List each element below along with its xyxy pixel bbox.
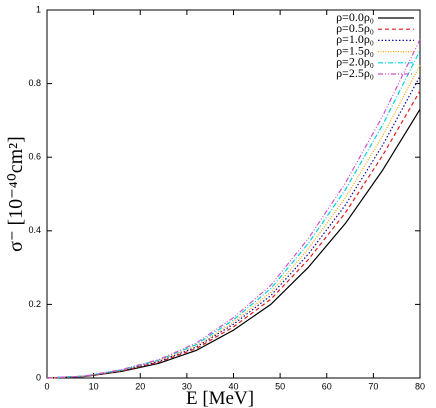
y-tick-label: 0.6 bbox=[28, 152, 41, 162]
x-tick-label: 20 bbox=[135, 381, 145, 391]
legend-label: ρ=2.5ρ₀ bbox=[336, 66, 374, 80]
x-tick-label: 50 bbox=[275, 381, 285, 391]
series-line bbox=[46, 39, 421, 379]
legend-label: ρ=2.0ρ₀ bbox=[336, 55, 374, 69]
x-tick-label: 10 bbox=[89, 381, 99, 391]
legend-label: ρ=1.0ρ₀ bbox=[336, 32, 374, 46]
x-axis-label: E [MeV] bbox=[186, 388, 254, 408]
x-tick-label: 30 bbox=[182, 381, 192, 391]
series-line bbox=[46, 109, 421, 379]
legend-label: ρ=0.5ρ₀ bbox=[336, 21, 374, 35]
series-line bbox=[46, 64, 421, 379]
y-tick-label: 0.8 bbox=[28, 78, 41, 88]
y-tick-label: 0 bbox=[36, 372, 41, 382]
legend-label: ρ=0.0ρ₀ bbox=[336, 10, 374, 24]
x-tick-label: 70 bbox=[368, 381, 378, 391]
legend-label: ρ=1.5ρ₀ bbox=[336, 43, 374, 57]
y-tick-label: 0.2 bbox=[28, 299, 41, 309]
series-line bbox=[46, 90, 421, 379]
series-line bbox=[46, 50, 421, 379]
x-tick-label: 0 bbox=[44, 381, 49, 391]
y-axis-label: σ⁻ [10⁻⁴⁰cm²] bbox=[5, 136, 27, 252]
y-tick-label: 1 bbox=[36, 4, 41, 14]
x-tick-label: 80 bbox=[415, 381, 425, 391]
x-tick-label: 40 bbox=[228, 381, 238, 391]
y-tick-label: 0.4 bbox=[28, 225, 41, 235]
x-tick-label: 60 bbox=[322, 381, 332, 391]
series-line bbox=[46, 75, 421, 379]
